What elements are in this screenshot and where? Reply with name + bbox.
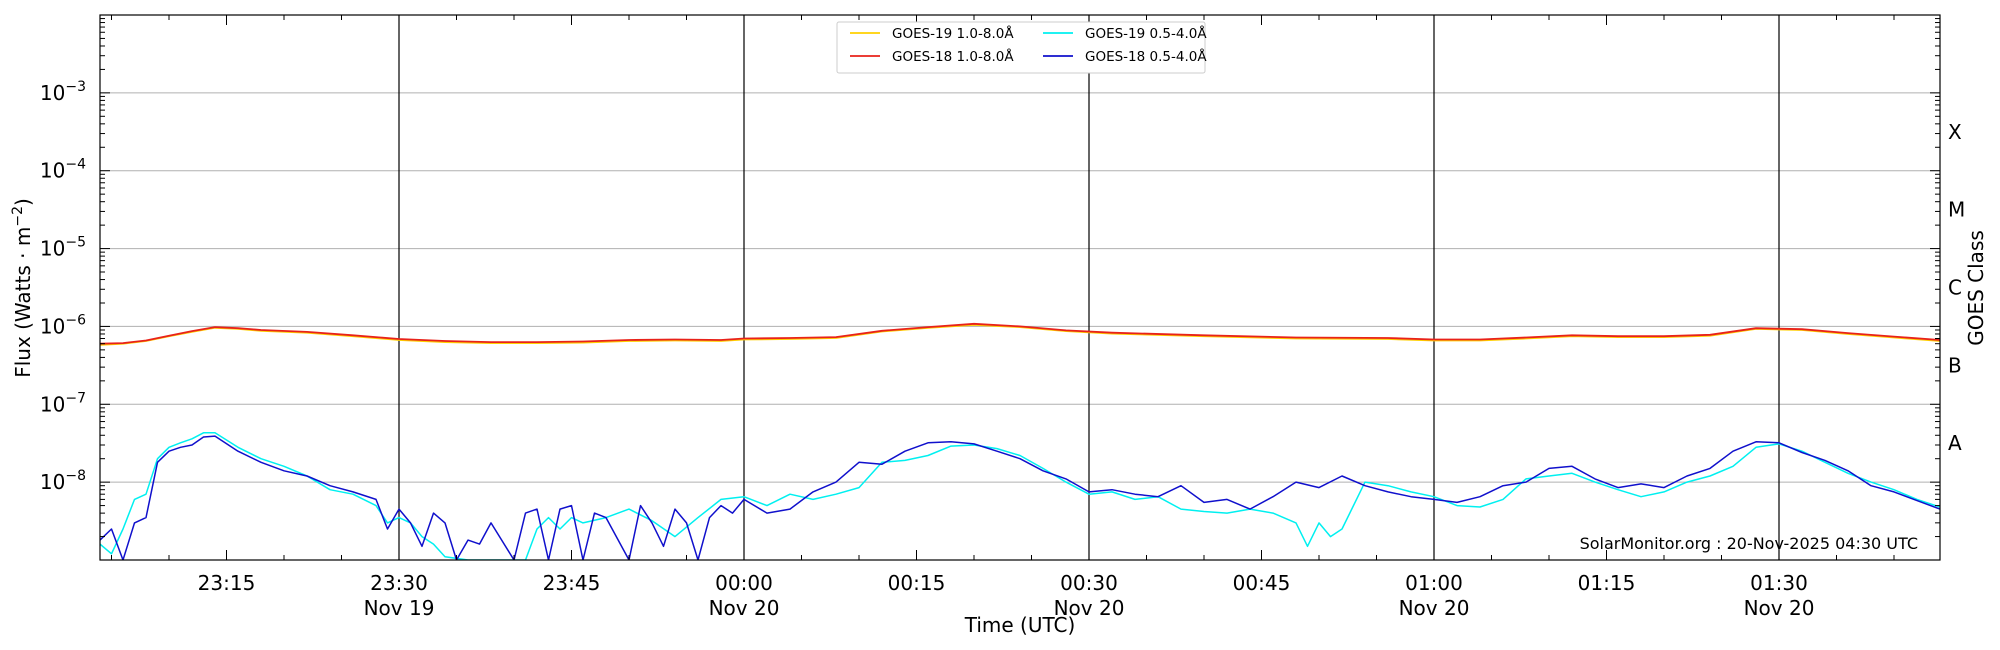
goes-class-b: B: [1948, 353, 1962, 377]
grid-layer: [100, 92, 1940, 483]
y-tick-label: 10−6: [40, 312, 86, 338]
x-tick-label: 23:15: [198, 571, 256, 595]
y-tick-label: 10−5: [40, 235, 86, 261]
legend-box: [836, 21, 1206, 74]
x-tick-label: 01:00: [1405, 571, 1463, 595]
x-tick-label: 01:15: [1578, 571, 1636, 595]
y-tick-base: 10: [40, 470, 65, 494]
x-tick-label: 00:15: [888, 571, 946, 595]
y-axis-label-close: ): [11, 198, 35, 206]
legend-label: GOES-19 1.0-8.0Å: [892, 25, 1014, 42]
y-axis-label-sup: −2: [10, 206, 26, 227]
y-tick-base: 10: [40, 81, 65, 105]
y-tick-exponent: −3: [65, 79, 86, 95]
legend-label: GOES-18 0.5-4.0Å: [1085, 48, 1207, 65]
x-tick-label: 23:45: [543, 571, 601, 595]
plot-frame: [99, 14, 1941, 561]
x-tick-date-label: Nov 19: [364, 596, 435, 620]
series-layer: [100, 322, 1940, 560]
x-tick-label: 00:45: [1233, 571, 1291, 595]
y-tick-label: 10−7: [40, 390, 86, 416]
y-tick-exponent: −6: [65, 312, 86, 328]
legend-entries: GOES-19 1.0-8.0Å GOES-18 1.0-8.0Å GOES-19 …: [850, 25, 1207, 65]
y-tick-base: 10: [40, 392, 65, 416]
goes-class-c: C: [1948, 276, 1962, 300]
credit-text: SolarMonitor.org : 20-Nov-2025 04:30 UTC: [1580, 534, 1918, 553]
legend-label: GOES-19 0.5-4.0Å: [1085, 25, 1207, 42]
goes-class-x: X: [1948, 120, 1962, 144]
x-tick-label: 00:30: [1060, 571, 1118, 595]
y-tick-base: 10: [40, 159, 65, 183]
x-tick-date-label: Nov 20: [709, 596, 780, 620]
legend: GOES-19 1.0-8.0Å GOES-18 1.0-8.0Å GOES-19 …: [836, 21, 1207, 74]
y-axis-label-main: Flux (Watts · m: [11, 227, 35, 378]
x-tick-date-label: Nov 20: [1054, 596, 1125, 620]
x-tick-label: 00:00: [715, 571, 773, 595]
x-tick-label: 23:30: [370, 571, 428, 595]
day-boundary-lines: [398, 15, 1780, 560]
x-tick-label: 01:30: [1750, 571, 1808, 595]
x-tick-date-label: Nov 20: [1399, 596, 1470, 620]
series-line-3: [100, 432, 1940, 560]
y-tick-exponent: −5: [65, 235, 86, 251]
y-tick-label: 10−8: [40, 468, 86, 494]
y-tick-base: 10: [40, 237, 65, 261]
x-tick-date-label: Nov 20: [1744, 596, 1815, 620]
y-tick-label: 10−3: [40, 79, 86, 105]
y-axis-label: Flux (Watts · m−2): [10, 198, 35, 378]
y-tick-base: 10: [40, 314, 65, 338]
y-tick-exponent: −8: [65, 468, 86, 484]
series-line-4: [100, 435, 1940, 560]
goes-class-a: A: [1948, 431, 1962, 455]
right-axis-label: GOES Class: [1964, 230, 1988, 346]
series-line-1: [100, 323, 1940, 346]
x-axis-label: Time (UTC): [964, 613, 1076, 637]
goes-class-m: M: [1948, 198, 1965, 222]
goes-class-labels: A B C M X: [1948, 120, 1965, 455]
legend-label: GOES-18 1.0-8.0Å: [892, 48, 1014, 65]
series-line-2: [100, 322, 1940, 345]
y-tick-label: 10−4: [40, 157, 86, 183]
y-tick-exponent: −4: [65, 157, 86, 173]
y-tick-exponent: −7: [65, 390, 86, 406]
